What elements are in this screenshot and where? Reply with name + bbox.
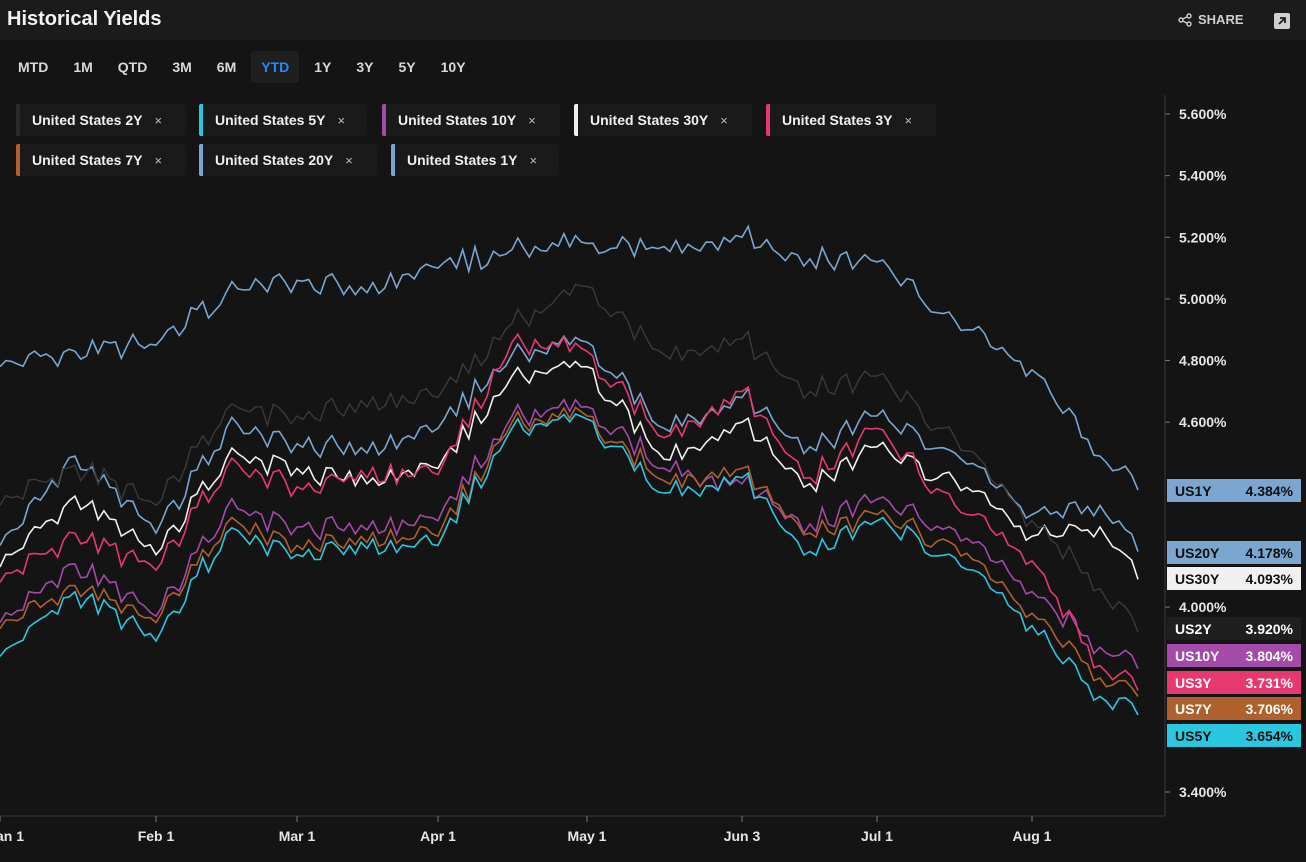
share-label: SHARE [1198, 12, 1244, 27]
badge-series-code: US2Y [1175, 621, 1212, 637]
series-chip-label: United States 5Y [215, 112, 326, 128]
range-tab-3m[interactable]: 3M [172, 59, 192, 75]
badge-series-value: 4.178% [1246, 545, 1294, 561]
y-tick-label: 5.400% [1179, 168, 1227, 184]
end-value-badge: US7Y 3.706% [1167, 697, 1301, 720]
y-tick-label: 4.000% [1179, 599, 1227, 615]
series-chip[interactable]: United States 2Y × [16, 104, 186, 136]
badge-series-value: 4.384% [1246, 483, 1294, 499]
x-tick-label: Mar 1 [279, 828, 316, 844]
badge-series-code: US3Y [1175, 675, 1212, 691]
expand-icon [1278, 17, 1286, 25]
y-tick-label: 3.400% [1179, 784, 1227, 800]
series-chip[interactable]: United States 5Y × [199, 104, 367, 136]
y-tick-label: 5.000% [1179, 291, 1227, 307]
x-tick-label: Feb 1 [138, 828, 175, 844]
badge-background [1167, 617, 1301, 640]
series-line-us5y [0, 413, 1139, 716]
badge-series-code: US5Y [1175, 728, 1212, 744]
share-button[interactable]: SHARE [1178, 12, 1244, 27]
range-tab-1m[interactable]: 1M [73, 59, 93, 75]
series-chip[interactable]: United States 7Y × [16, 144, 186, 176]
y-tick-label: 5.600% [1179, 106, 1227, 122]
badge-series-code: US30Y [1175, 571, 1220, 587]
x-tick-label: Jun 3 [724, 828, 761, 844]
range-tab-6m[interactable]: 6M [216, 59, 237, 75]
badge-series-code: US1Y [1175, 483, 1212, 499]
series-line-us2y [0, 283, 1139, 632]
close-icon[interactable]: × [154, 152, 163, 168]
end-value-badge: US2Y 3.920% [1167, 617, 1301, 640]
badge-background [1167, 671, 1301, 694]
end-value-badge: US30Y 4.093% [1167, 567, 1301, 590]
series-chip-label: United States 20Y [215, 152, 334, 168]
range-tab-3y[interactable]: 3Y [356, 59, 374, 75]
badge-series-value: 3.731% [1246, 675, 1294, 691]
badge-series-code: US7Y [1175, 701, 1212, 717]
end-value-badge: US3Y 3.731% [1167, 671, 1301, 694]
series-chip[interactable]: United States 10Y × [382, 104, 560, 136]
series-chip[interactable]: United States 20Y × [199, 144, 377, 176]
close-icon[interactable]: × [720, 112, 728, 128]
badge-background [1167, 697, 1301, 720]
series-chip[interactable]: United States 1Y × [391, 144, 559, 176]
series-line-us20y [0, 334, 1139, 552]
end-value-badge: US5Y 3.654% [1167, 724, 1301, 747]
series-chip-label: United States 2Y [32, 112, 143, 128]
close-icon[interactable]: × [154, 112, 163, 128]
series-chip[interactable]: United States 3Y × [766, 104, 936, 136]
range-tab-qtd[interactable]: QTD [117, 59, 148, 75]
badge-background [1167, 724, 1301, 747]
close-icon[interactable]: × [528, 112, 536, 128]
range-tab-ytd[interactable]: YTD [251, 51, 300, 83]
range-tabs: MTD 1M QTD 3M 6M YTD 1Y 3Y 5Y 10Y [8, 50, 481, 84]
x-tick-label: Aug 1 [1013, 828, 1052, 844]
range-tab-5y[interactable]: 5Y [398, 59, 416, 75]
badge-series-value: 4.093% [1246, 571, 1294, 587]
share-icon [1178, 12, 1192, 27]
badge-series-value: 3.654% [1246, 728, 1294, 744]
badge-series-code: US20Y [1175, 545, 1220, 561]
close-icon[interactable]: × [345, 152, 353, 168]
expand-button[interactable] [1274, 13, 1290, 29]
close-icon[interactable]: × [529, 152, 538, 168]
badge-background [1167, 567, 1301, 590]
series-line-us1y [0, 224, 1139, 491]
badge-series-value: 3.920% [1246, 621, 1294, 637]
header-bar [0, 0, 1306, 40]
badge-background [1167, 479, 1301, 502]
series-chip-label: United States 1Y [407, 152, 518, 168]
x-tick-label: May 1 [568, 828, 607, 844]
badge-background [1167, 644, 1301, 667]
badge-series-value: 3.804% [1246, 648, 1294, 664]
end-value-badge: US20Y 4.178% [1167, 541, 1301, 564]
page-title: Historical Yields [7, 8, 162, 30]
series-chip-label: United States 30Y [590, 112, 709, 128]
range-tab-1y[interactable]: 1Y [314, 59, 332, 75]
badge-series-value: 3.706% [1246, 701, 1294, 717]
series-chip-label: United States 3Y [782, 112, 893, 128]
y-tick-label: 4.600% [1179, 414, 1227, 430]
series-line-us10y [0, 398, 1139, 670]
x-tick-label: Apr 1 [420, 828, 456, 844]
y-tick-label: 4.800% [1179, 353, 1227, 369]
x-tick-label: an 1 [0, 828, 24, 844]
close-icon[interactable]: × [337, 112, 346, 128]
range-tab-mtd[interactable]: MTD [18, 59, 49, 75]
series-chip-label: United States 7Y [32, 152, 143, 168]
end-value-badge: US1Y 4.384% [1167, 479, 1301, 502]
series-chip-label: United States 10Y [398, 112, 517, 128]
y-tick-label: 5.200% [1179, 229, 1227, 245]
close-icon[interactable]: × [904, 112, 913, 128]
series-line-us7y [0, 406, 1139, 697]
end-value-badge: US10Y 3.804% [1167, 644, 1301, 667]
range-tab-10y[interactable]: 10Y [440, 59, 466, 75]
badge-series-code: US10Y [1175, 648, 1220, 664]
series-line-us30y [0, 360, 1139, 580]
series-line-us3y [0, 332, 1139, 691]
x-tick-label: Jul 1 [861, 828, 893, 844]
badge-background [1167, 541, 1301, 564]
series-chip[interactable]: United States 30Y × [574, 104, 752, 136]
